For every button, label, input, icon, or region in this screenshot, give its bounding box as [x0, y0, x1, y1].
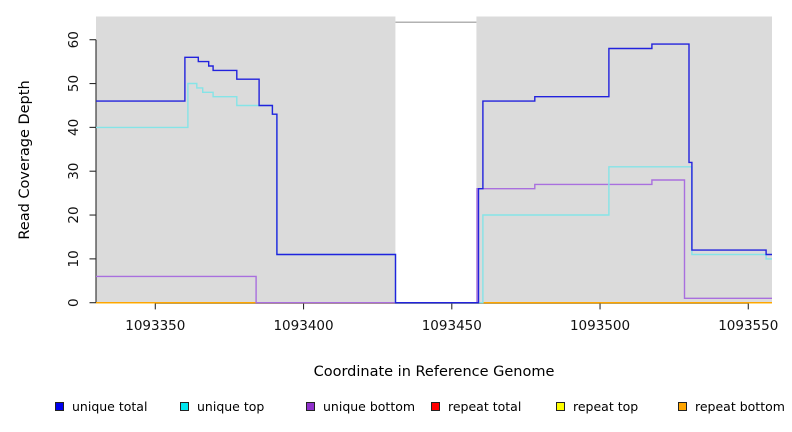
- plot-background-no-coverage-gap: [395, 16, 477, 304]
- y-tick-label: 50: [66, 75, 82, 92]
- y-tick-label: 40: [66, 119, 82, 136]
- legend-label: unique top: [197, 399, 265, 414]
- legend-label: unique total: [72, 399, 148, 414]
- y-tick-label: 0: [66, 298, 82, 307]
- y-axis-label: Read Coverage Depth: [17, 80, 33, 240]
- legend: unique total unique top unique bottom repea…: [0, 396, 792, 420]
- series-line-unique-total: [96, 43, 772, 304]
- x-tick-label: 1093350: [125, 318, 185, 334]
- y-tick-label: 10: [66, 250, 82, 267]
- plot-background-covered-right: [476, 16, 772, 304]
- legend-swatch-unique-total: [55, 402, 64, 411]
- legend-label: unique bottom: [323, 399, 416, 414]
- legend-swatch-unique-top: [180, 402, 189, 411]
- legend-swatch-unique-bottom: [306, 402, 315, 411]
- x-tick-label: 1093500: [570, 318, 630, 334]
- series-line-unique-bottom: [96, 179, 772, 304]
- coverage-plot-canvas: 0 10 20 30 40 50 60 1093350 1093400 1093450 109350…: [66, 16, 778, 334]
- plot-background-covered-left: [96, 16, 396, 304]
- legend-label: repeat top: [573, 399, 639, 414]
- legend-label: repeat bottom: [695, 399, 785, 414]
- legend-swatch-repeat-bottom: [678, 402, 687, 411]
- legend-swatch-repeat-top: [556, 402, 565, 411]
- x-axis-label: Coordinate in Reference Genome: [313, 364, 555, 380]
- x-tick-label: 1093550: [718, 318, 778, 334]
- legend-label: repeat total: [448, 399, 522, 414]
- y-tick-label: 30: [66, 163, 82, 180]
- y-tick-label: 60: [66, 31, 82, 48]
- y-tick-label: 20: [66, 206, 82, 223]
- x-tick-label: 1093450: [422, 318, 482, 334]
- legend-swatch-repeat-total: [431, 402, 440, 411]
- x-tick-label: 1093400: [273, 318, 333, 334]
